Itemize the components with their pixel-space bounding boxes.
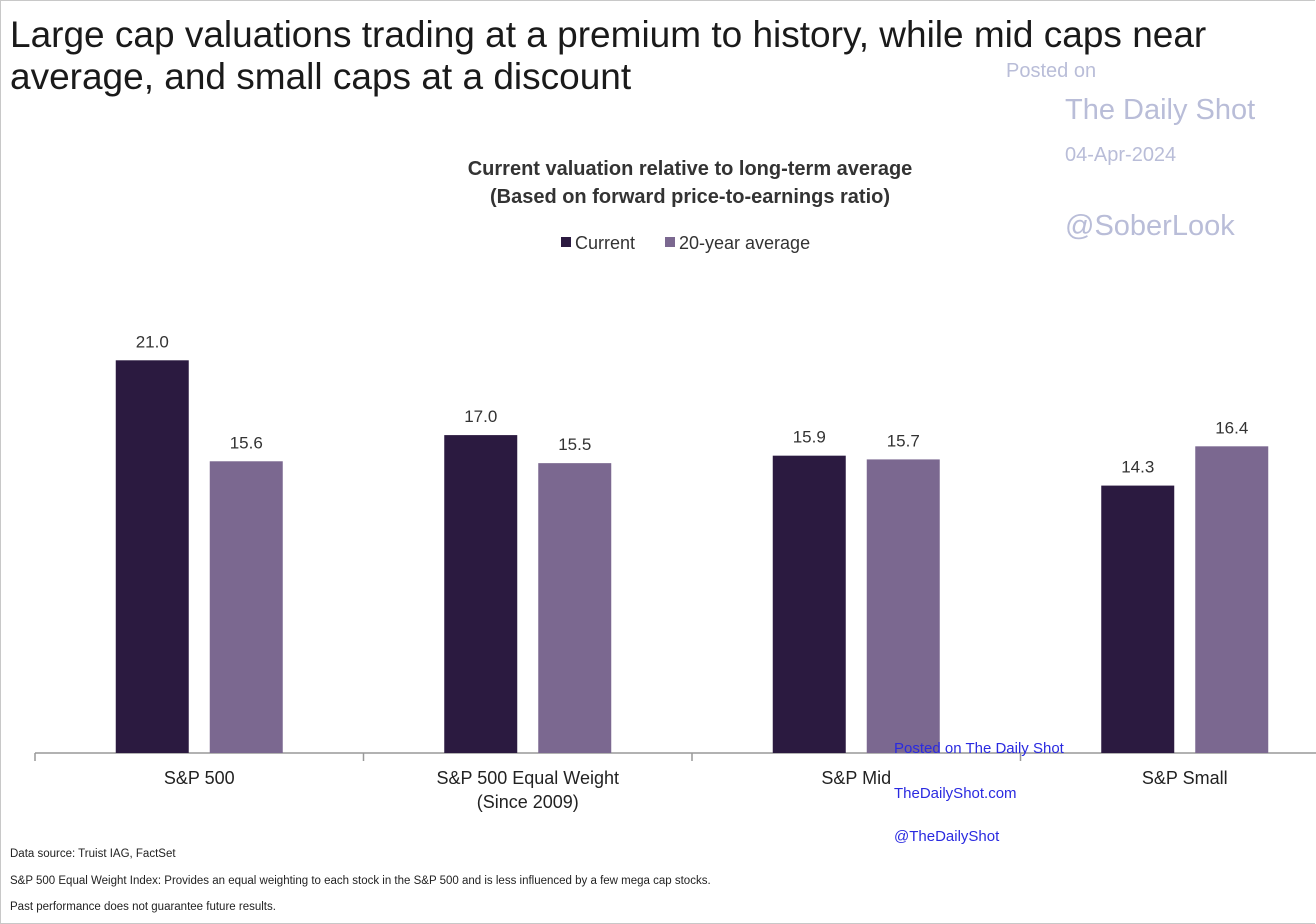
headline: Large cap valuations trading at a premiu…: [10, 14, 1207, 97]
bar: [772, 455, 846, 753]
data-label: 16.4: [1215, 418, 1248, 437]
bar: [538, 463, 612, 753]
x-tick-label: S&P 500: [163, 768, 235, 788]
data-label: 21.0: [136, 332, 169, 351]
bar: [209, 461, 283, 753]
data-label: 17.0: [464, 407, 497, 426]
chart-subtitle: (Based on forward price-to-earnings rati…: [490, 186, 890, 208]
data-label: 15.5: [558, 435, 591, 454]
footnote: Data source: Truist IAG, FactSet: [10, 848, 176, 860]
overlay-posted: Posted on The Daily Shot: [894, 740, 1064, 757]
bar: [866, 459, 940, 753]
watermark-source: The Daily Shot: [1065, 94, 1256, 126]
watermark-date: 04-Apr-2024: [1065, 144, 1177, 166]
data-label: 15.9: [793, 428, 826, 447]
chart-title: Current valuation relative to long-term …: [468, 158, 913, 180]
data-label: 15.7: [887, 431, 920, 450]
legend-swatch: [665, 237, 675, 247]
bar: [1101, 485, 1175, 753]
watermark-handle: @SoberLook: [1065, 210, 1235, 242]
watermark-posted: Posted on: [1006, 60, 1097, 82]
footnote: Past performance does not guarantee futu…: [10, 901, 276, 913]
x-tick-label: S&P Small: [1141, 768, 1228, 788]
legend-label: Current: [575, 233, 635, 253]
bar: [444, 435, 518, 753]
overlay-site: TheDailyShot.com: [894, 785, 1017, 802]
overlay-handle: @TheDailyShot: [894, 828, 1000, 845]
data-label: 14.3: [1121, 458, 1154, 477]
legend-label: 20-year average: [679, 233, 810, 253]
x-tick-label: S&P 500 Equal Weight (Since 2009): [436, 768, 619, 812]
bar: [1195, 446, 1269, 753]
legend-swatch: [561, 237, 571, 247]
footnote: S&P 500 Equal Weight Index: Provides an …: [10, 875, 711, 887]
data-label: 15.6: [230, 433, 263, 452]
x-tick-label: S&P Mid: [821, 768, 892, 788]
bar: [115, 360, 189, 753]
